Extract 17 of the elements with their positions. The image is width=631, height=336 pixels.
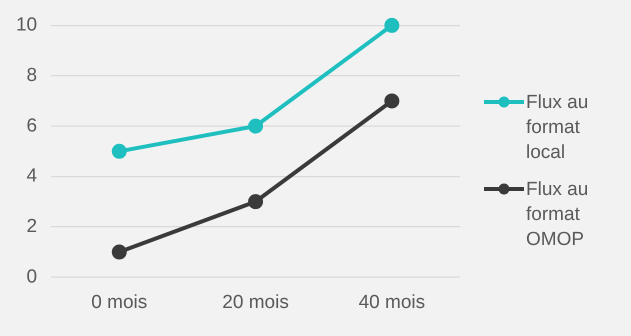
y-tick-label: 0 xyxy=(26,266,38,288)
legend-label: Flux au format OMOP xyxy=(526,178,590,252)
y-tick-label: 8 xyxy=(26,64,38,86)
point xyxy=(248,194,264,210)
point xyxy=(112,244,127,260)
x-tick-label: 0 mois xyxy=(91,292,148,313)
y-tick-label: 6 xyxy=(26,115,38,136)
y-tick-label: 4 xyxy=(26,166,38,187)
y-tick-label: 2 xyxy=(26,216,38,238)
point xyxy=(112,144,127,159)
y-tick-label: 10 xyxy=(16,14,38,36)
point xyxy=(248,118,264,134)
point xyxy=(384,93,400,108)
x-tick-label: 40 mois xyxy=(358,292,426,313)
x-tick-label: 20 mois xyxy=(222,292,289,313)
legend-label: Flux au format local xyxy=(526,91,590,165)
point xyxy=(384,18,400,33)
